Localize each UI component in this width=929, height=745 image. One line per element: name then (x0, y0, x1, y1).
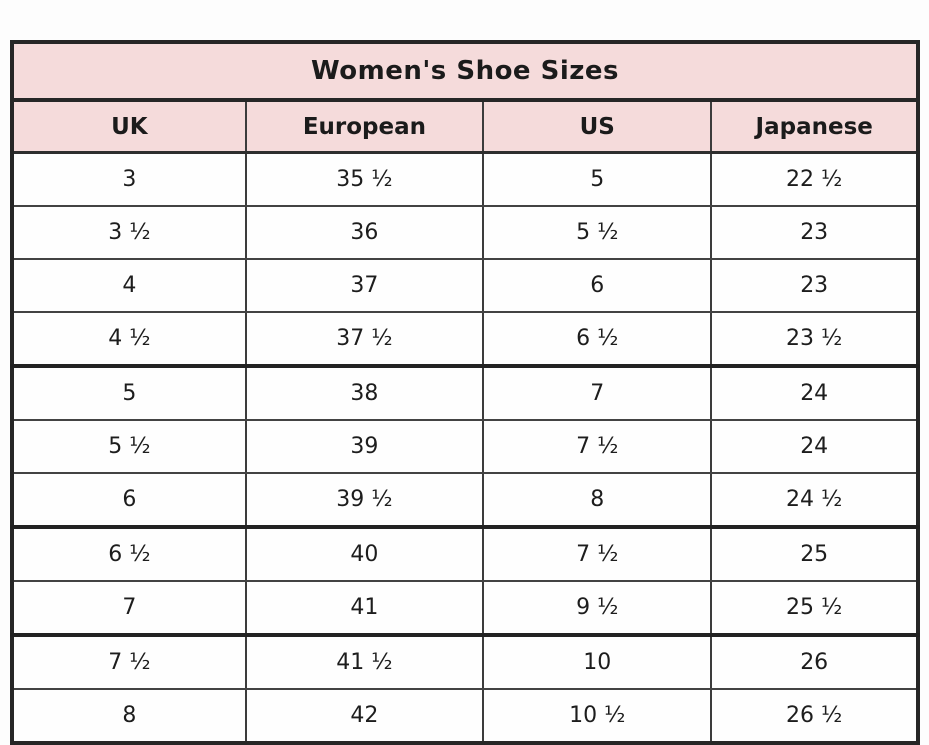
size-cell: 10 ½ (482, 689, 712, 743)
size-cell: 39 (244, 420, 484, 474)
size-cell: 10 (482, 635, 712, 690)
size-cell: 5 (12, 366, 246, 421)
size-cell: 41 ½ (244, 635, 484, 690)
table-title: Women's Shoe Sizes (12, 42, 918, 102)
size-cell: 25 (710, 527, 918, 582)
size-cell: 26 ½ (710, 689, 918, 743)
table-row: 4 37 6 23 (12, 259, 918, 313)
column-header-japanese: Japanese (710, 100, 918, 154)
table-row: 5 ½ 39 7 ½ 24 (12, 420, 918, 474)
size-cell: 6 (482, 259, 712, 313)
table-row: 7 41 9 ½ 25 ½ (12, 581, 918, 637)
size-cell: 7 (482, 366, 712, 421)
table-row: 3 35 ½ 5 22 ½ (12, 152, 918, 207)
table-row: 7 ½ 41 ½ 10 26 (12, 635, 918, 690)
size-cell: 5 ½ (482, 206, 712, 260)
size-cell: 7 ½ (12, 635, 246, 690)
column-header-european: European (244, 100, 484, 154)
shoe-size-table: Women's Shoe Sizes UK European US Japane… (10, 40, 920, 745)
size-cell: 3 ½ (12, 206, 246, 260)
size-cell: 3 (12, 152, 246, 207)
size-cell: 38 (244, 366, 484, 421)
table-row: 8 42 10 ½ 26 ½ (12, 689, 918, 743)
size-cell: 26 (710, 635, 918, 690)
size-cell: 23 ½ (710, 312, 918, 368)
size-cell: 6 (12, 473, 246, 529)
table-row: 6 ½ 40 7 ½ 25 (12, 527, 918, 582)
size-cell: 7 (12, 581, 246, 637)
column-header-us: US (482, 100, 712, 154)
size-cell: 9 ½ (482, 581, 712, 637)
size-cell: 8 (12, 689, 246, 743)
size-cell: 24 (710, 366, 918, 421)
size-cell: 39 ½ (244, 473, 484, 529)
size-cell: 35 ½ (244, 152, 484, 207)
size-cell: 5 (482, 152, 712, 207)
table-row: 3 ½ 36 5 ½ 23 (12, 206, 918, 260)
size-cell: 24 (710, 420, 918, 474)
size-cell: 5 ½ (12, 420, 246, 474)
size-cell: 4 ½ (12, 312, 246, 368)
table-row: 5 38 7 24 (12, 366, 918, 421)
size-cell: 23 (710, 259, 918, 313)
table-row: 6 39 ½ 8 24 ½ (12, 473, 918, 529)
column-header-uk: UK (12, 100, 246, 154)
title-row: Women's Shoe Sizes (12, 42, 918, 102)
size-cell: 7 ½ (482, 527, 712, 582)
size-cell: 4 (12, 259, 246, 313)
size-cell: 25 ½ (710, 581, 918, 637)
size-cell: 41 (244, 581, 484, 637)
size-cell: 8 (482, 473, 712, 529)
size-cell: 23 (710, 206, 918, 260)
size-cell: 37 ½ (244, 312, 484, 368)
size-cell: 24 ½ (710, 473, 918, 529)
size-cell: 22 ½ (710, 152, 918, 207)
size-cell: 7 ½ (482, 420, 712, 474)
size-cell: 40 (244, 527, 484, 582)
size-cell: 37 (244, 259, 484, 313)
size-cell: 42 (244, 689, 484, 743)
column-header-row: UK European US Japanese (12, 100, 918, 154)
size-cell: 36 (244, 206, 484, 260)
size-cell: 6 ½ (482, 312, 712, 368)
size-cell: 6 ½ (12, 527, 246, 582)
